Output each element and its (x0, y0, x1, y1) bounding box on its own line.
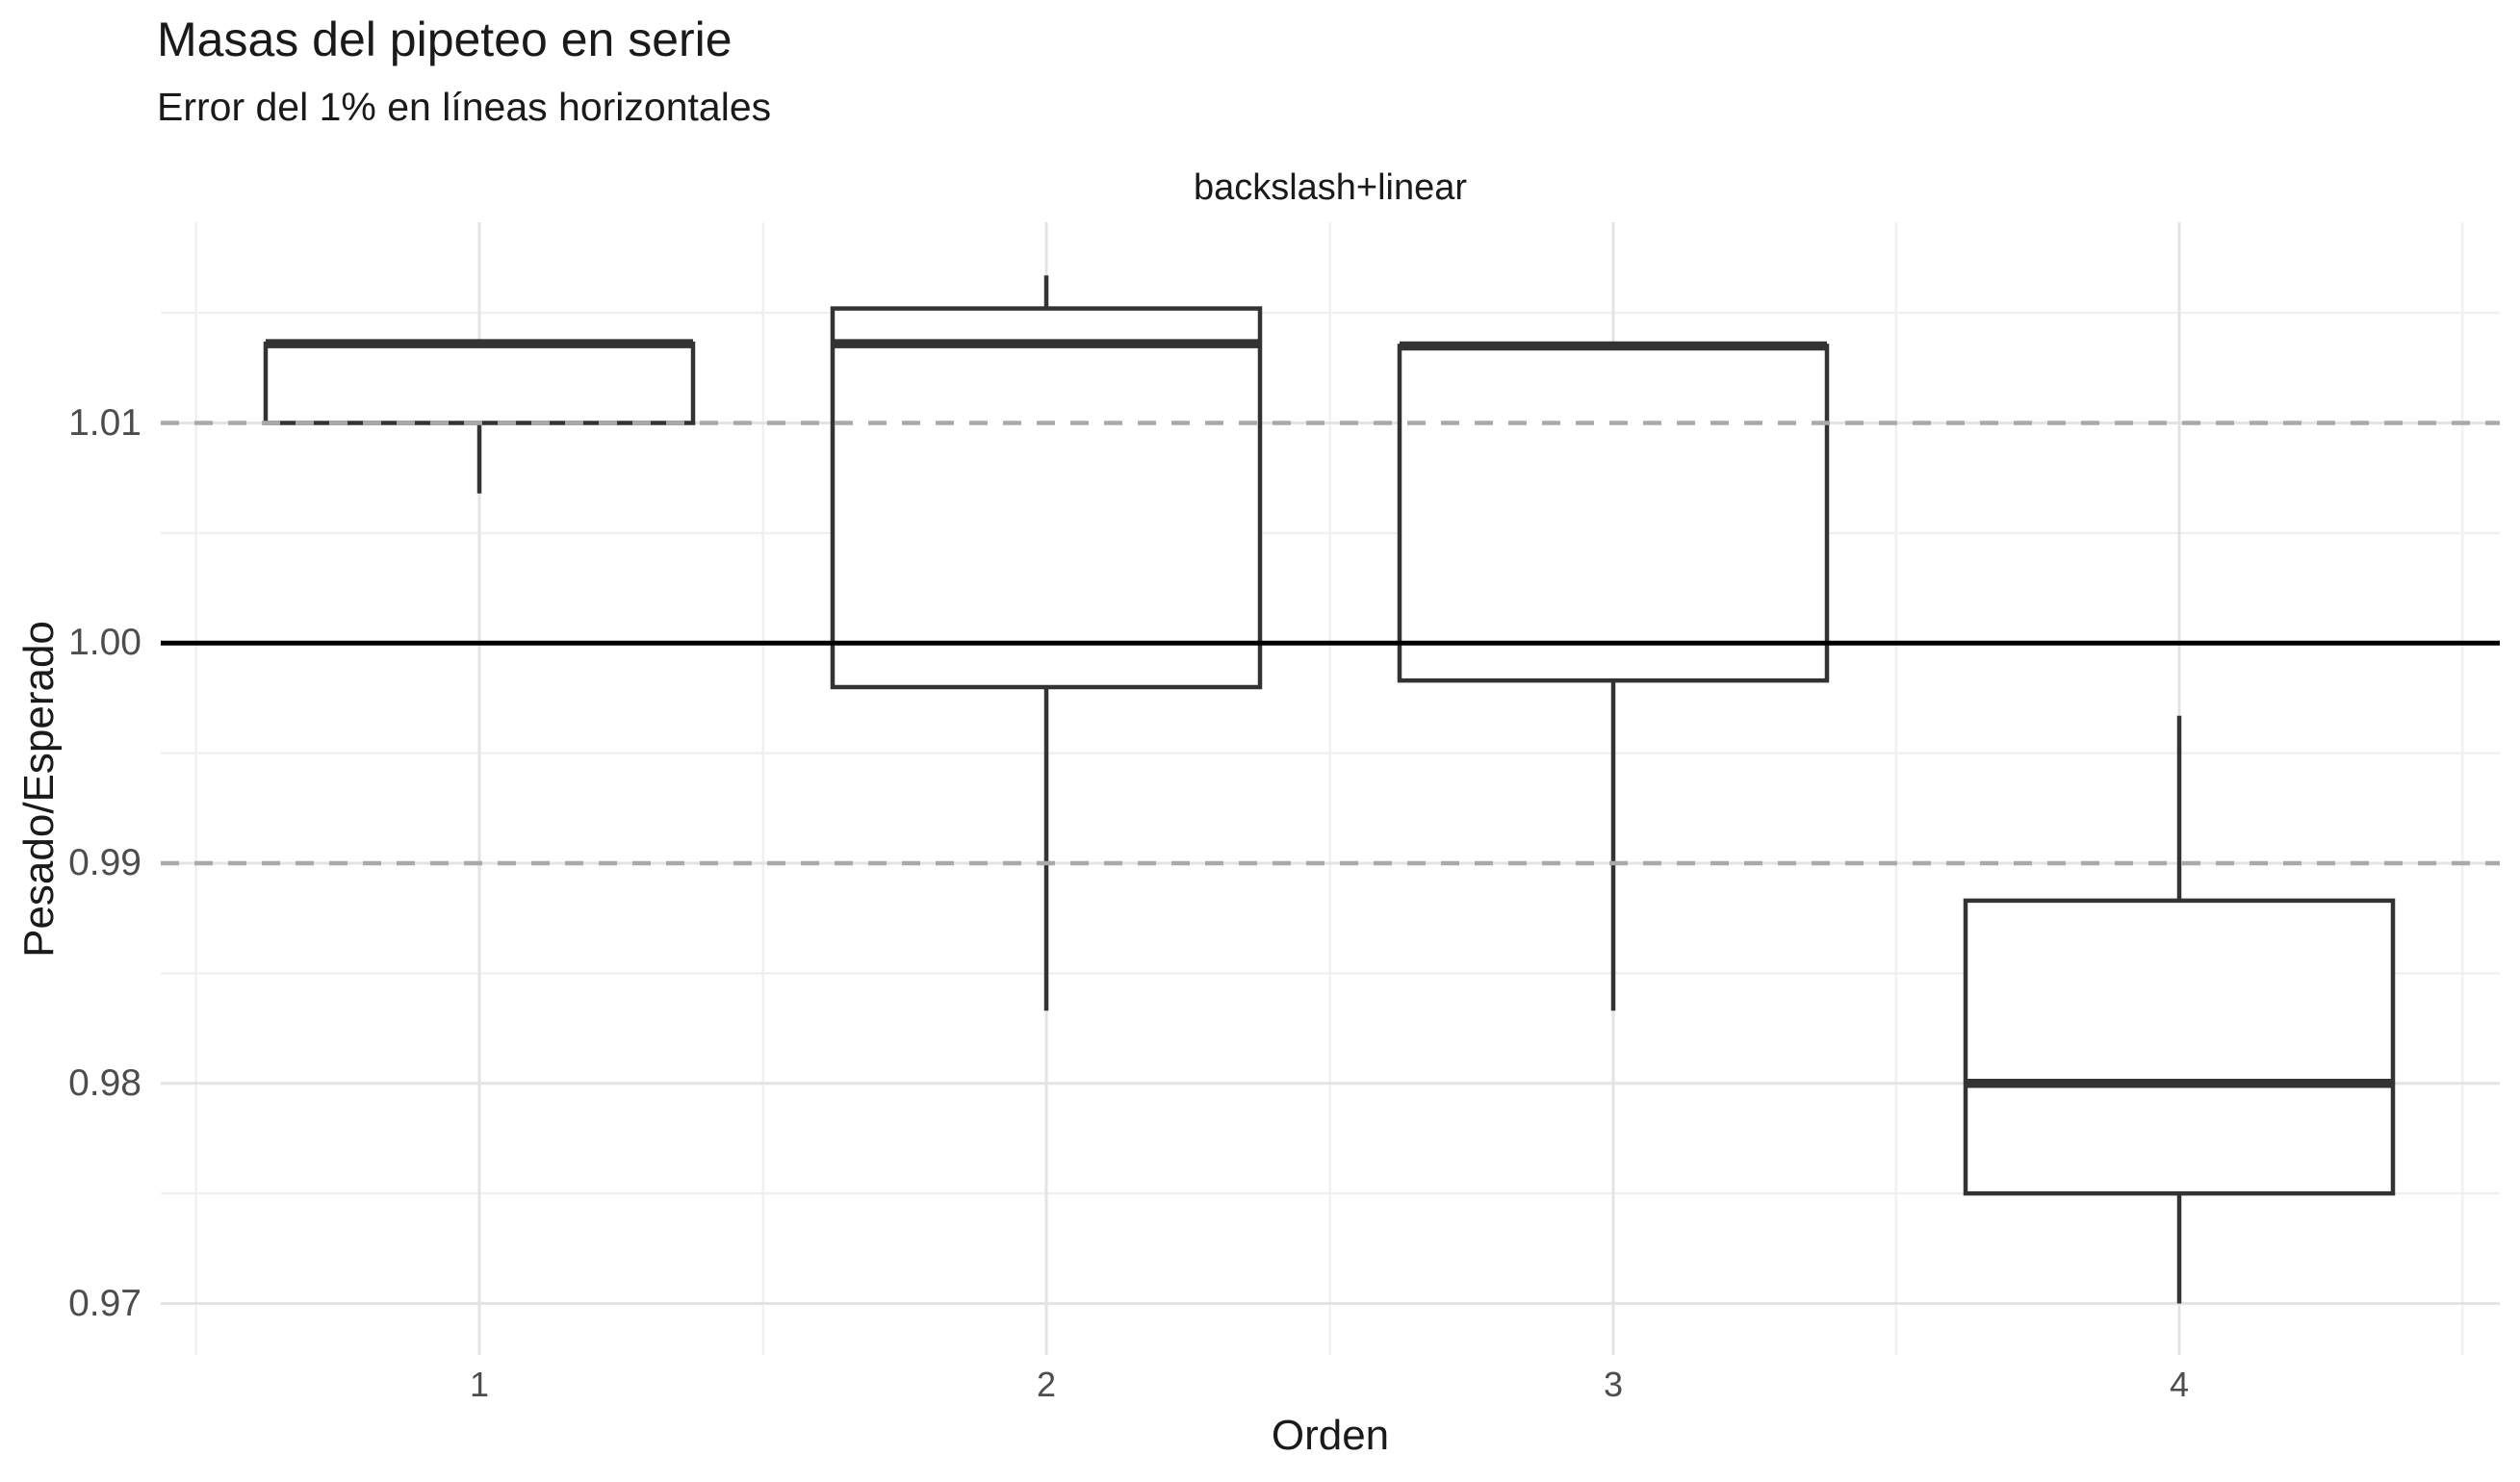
x-tick-label-3: 3 (1603, 1365, 1624, 1404)
plot-title: Masas del pipeteo en serie (157, 13, 733, 66)
x-axis-title: Orden (1271, 1412, 1390, 1459)
x-tick-label-2: 2 (1036, 1365, 1057, 1404)
plot-subtitle: Error del 1% en líneas horizontales (157, 85, 772, 129)
boxplot-box-3 (1397, 344, 1830, 683)
facet-strip-label: backslash+linear (1193, 167, 1468, 208)
boxplot-box-4 (1963, 898, 2396, 1196)
boxplot-box-2 (830, 306, 1263, 690)
y-tick-label-1.01: 1.01 (68, 401, 141, 444)
boxplot-box-1 (263, 341, 696, 425)
y-tick-label-0.98: 0.98 (68, 1061, 141, 1104)
y-tick-label-0.97: 0.97 (68, 1282, 141, 1324)
y-axis-title: Pesado/Esperado (15, 621, 63, 958)
y-tick-label-0.99: 0.99 (68, 842, 141, 883)
x-tick-label-1: 1 (469, 1365, 490, 1404)
y-tick-label-1.00: 1.00 (68, 622, 141, 664)
x-tick-label-4: 4 (2169, 1365, 2190, 1404)
